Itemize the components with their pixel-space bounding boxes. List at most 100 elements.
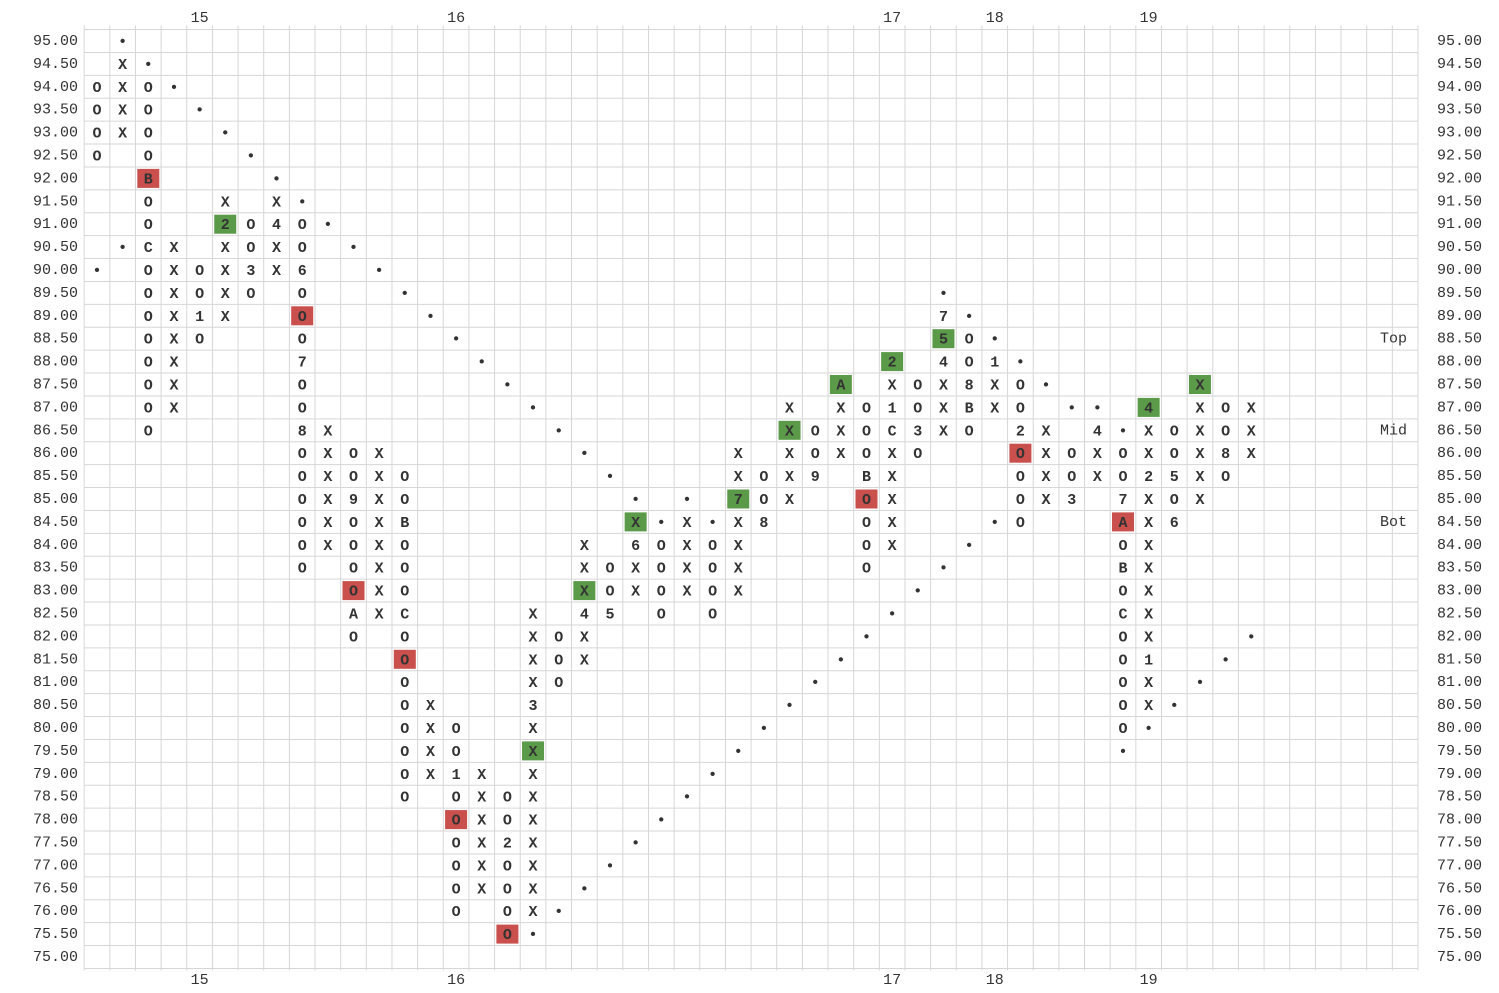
box-cell: 9 (811, 469, 820, 486)
y-tick-label: 87.50 (33, 376, 78, 393)
trend-dot: • (939, 286, 948, 303)
box-cell: 7 (1118, 492, 1127, 509)
y-tick-label-right: 77.50 (1437, 834, 1482, 851)
box-cell: 7 (734, 492, 743, 509)
box-cell: 2 (503, 835, 512, 852)
y-tick-label: 92.50 (33, 147, 78, 164)
trend-dot: • (118, 240, 127, 257)
trend-dot: • (1093, 400, 1102, 417)
y-tick-label: 77.00 (33, 857, 78, 874)
box-cell: X (1042, 446, 1051, 463)
box-cell: X (426, 721, 435, 738)
box-cell: X (836, 446, 845, 463)
box-cell: O (708, 561, 717, 578)
y-tick-label: 89.00 (33, 308, 78, 325)
trend-dot: • (631, 492, 640, 509)
box-cell: O (246, 286, 255, 303)
signal-box (214, 214, 237, 234)
box-cell: X (375, 538, 384, 555)
box-cell: A (836, 377, 845, 394)
box-cell: X (734, 538, 743, 555)
box-cell: O (503, 813, 512, 830)
signal-box (881, 352, 904, 372)
box-cell: O (657, 584, 666, 601)
trend-dot: • (657, 515, 666, 532)
y-tick-label: 78.00 (33, 812, 78, 829)
box-cell: 5 (605, 606, 614, 623)
y-tick-label-right: 91.00 (1437, 216, 1482, 233)
box-cell: X (631, 561, 640, 578)
box-cell: O (452, 744, 461, 761)
box-cell: X (529, 629, 538, 646)
column-label-bottom: 16 (447, 972, 465, 989)
box-cell: X (990, 400, 999, 417)
y-tick-label-right: 75.00 (1437, 949, 1482, 966)
trend-dot: • (785, 698, 794, 715)
signal-box (778, 420, 801, 440)
box-cell: B (400, 515, 409, 532)
trend-dot: • (682, 790, 691, 807)
box-cell: X (477, 790, 486, 807)
box-cell: X (323, 515, 332, 532)
box-cell: O (1118, 675, 1127, 692)
box-cell: 1 (888, 400, 897, 417)
box-cell: O (349, 584, 358, 601)
box-cell: O (913, 400, 922, 417)
trend-dot: • (1144, 721, 1153, 738)
box-cell: O (1016, 377, 1025, 394)
signal-box (496, 924, 519, 944)
box-cell: 6 (631, 538, 640, 555)
signal-box (522, 741, 545, 761)
box-cell: O (1221, 423, 1230, 440)
box-cell: O (298, 217, 307, 234)
box-cell: X (1093, 469, 1102, 486)
box-cell: X (1144, 561, 1153, 578)
signal-box (291, 306, 314, 326)
box-cell: 8 (1221, 446, 1230, 463)
box-cell: X (477, 813, 486, 830)
box-cell: O (144, 286, 153, 303)
box-cell: O (144, 103, 153, 120)
box-cell: 3 (913, 423, 922, 440)
box-cell: O (400, 721, 409, 738)
y-tick-label: 86.00 (33, 445, 78, 462)
box-cell: O (1118, 469, 1127, 486)
box-cell: X (426, 767, 435, 784)
box-cell: O (144, 309, 153, 326)
box-cell: O (1016, 446, 1025, 463)
box-cell: C (400, 606, 409, 623)
trend-dot: • (965, 309, 974, 326)
box-cell: O (246, 217, 255, 234)
box-cell: O (503, 927, 512, 944)
trend-dot: • (631, 835, 640, 852)
box-cell: X (118, 80, 127, 97)
box-cell: X (734, 469, 743, 486)
y-tick-label-right: 86.50 (1437, 422, 1482, 439)
y-tick-label-right: 93.50 (1437, 102, 1482, 119)
y-tick-label-right: 76.50 (1437, 880, 1482, 897)
trend-dot: • (529, 927, 538, 944)
box-cell: O (862, 515, 871, 532)
y-tick-label: 76.50 (33, 880, 78, 897)
box-cell: O (452, 721, 461, 738)
box-cell: X (169, 240, 178, 257)
box-cell: X (529, 767, 538, 784)
box-cell: X (1144, 423, 1153, 440)
box-cell: O (298, 538, 307, 555)
y-tick-label-right: 87.00 (1437, 399, 1482, 416)
box-cell: X (734, 561, 743, 578)
box-cell: 6 (298, 263, 307, 280)
y-tick-label: 80.00 (33, 720, 78, 737)
box-cell: O (452, 835, 461, 852)
box-cell: 5 (939, 332, 948, 349)
trend-dot: • (862, 629, 871, 646)
signal-box (855, 489, 878, 509)
y-tick-label-right: 78.50 (1437, 789, 1482, 806)
box-cell: X (375, 606, 384, 623)
box-cell: X (1195, 423, 1204, 440)
box-cell: X (118, 103, 127, 120)
box-cell: O (965, 423, 974, 440)
box-cell: X (631, 584, 640, 601)
trend-dot: • (605, 469, 614, 486)
y-tick-label-right: 84.00 (1437, 537, 1482, 554)
